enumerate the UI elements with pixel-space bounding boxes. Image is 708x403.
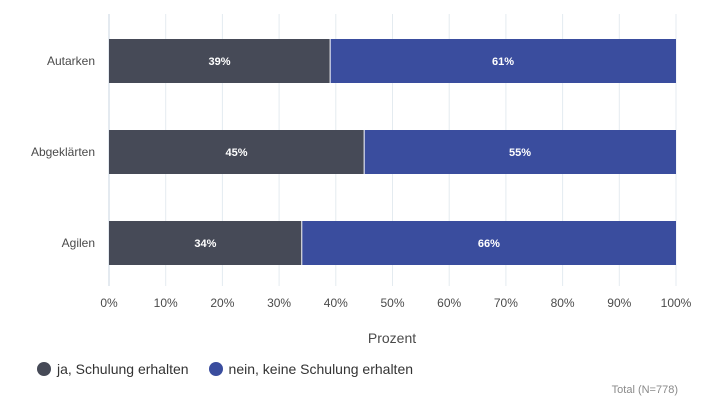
- total-note: Total (N=778): [611, 384, 678, 396]
- x-tick-label: 80%: [551, 296, 575, 310]
- data-label: 55%: [509, 147, 531, 159]
- x-tick-label: 100%: [661, 296, 692, 310]
- x-axis-title: Prozent: [368, 330, 416, 346]
- category-label: Autarken: [47, 54, 95, 68]
- legend: ja, Schulung erhalten nein, keine Schulu…: [37, 361, 433, 377]
- x-tick-label: 40%: [324, 296, 348, 310]
- x-tick-label: 50%: [380, 296, 404, 310]
- legend-label-no: nein, keine Schulung erhalten: [228, 361, 414, 377]
- category-label: Abgeklärten: [31, 145, 95, 159]
- bar-segment: [109, 39, 331, 83]
- x-tick-label: 20%: [210, 296, 234, 310]
- bar-segment: [330, 39, 676, 83]
- category-labels: Autarken Abgeklärten Agilen: [31, 54, 95, 250]
- data-label: 66%: [478, 238, 500, 250]
- legend-label-yes: ja, Schulung erhalten: [57, 361, 189, 377]
- data-label: 61%: [492, 56, 514, 68]
- x-tick-label: 70%: [494, 296, 518, 310]
- x-tick-label: 10%: [154, 296, 178, 310]
- x-tick-label: 90%: [607, 296, 631, 310]
- legend-item-no[interactable]: nein, keine Schulung erhalten: [208, 361, 414, 377]
- x-tick-label: 0%: [100, 296, 118, 310]
- x-tick-label: 60%: [437, 296, 461, 310]
- legend-item-yes[interactable]: ja, Schulung erhalten: [37, 361, 189, 377]
- bars: 39% 61% 45% 55% 34% 66%: [109, 39, 676, 265]
- x-tick-label: 30%: [267, 296, 291, 310]
- legend-marker-yes: [37, 362, 51, 376]
- bar-segment: [109, 130, 365, 174]
- data-label: 34%: [194, 238, 216, 250]
- data-label: 45%: [226, 147, 248, 159]
- bar-segment: [301, 221, 676, 265]
- data-label: 39%: [209, 56, 231, 68]
- x-tick-labels: 0% 10% 20% 30% 40% 50% 60% 70% 80% 90% 100%: [100, 296, 691, 310]
- bar-segment: [109, 221, 302, 265]
- legend-marker-no: [208, 362, 223, 376]
- category-label: Agilen: [62, 236, 95, 250]
- bar-segment: [364, 130, 676, 174]
